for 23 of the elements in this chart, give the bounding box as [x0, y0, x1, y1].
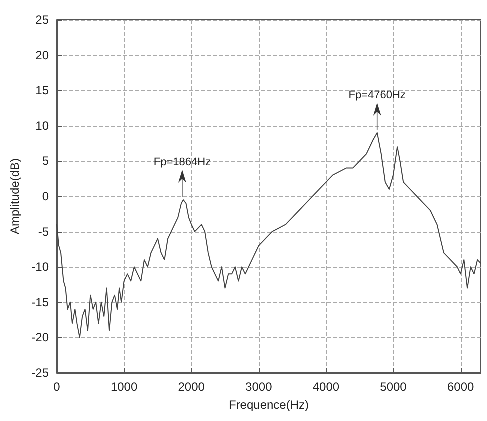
y-axis-title: Amplitude(dB) [8, 158, 22, 235]
y-tick-label: -15 [32, 295, 50, 310]
x-tick-label: 0 [54, 380, 61, 394]
x-tick-label: 1000 [110, 380, 138, 394]
x-tick-label: 3000 [246, 380, 273, 394]
x-tick-label: 4000 [312, 380, 340, 394]
x-tick-label: 5000 [380, 380, 408, 394]
x-axis-title: Frequence(Hz) [228, 398, 310, 412]
x-tick-label: 2000 [178, 380, 206, 394]
x-tick-label: 6000 [447, 380, 474, 394]
y-tick-label: -5 [38, 224, 50, 239]
y-tick-label: -20 [32, 330, 50, 345]
y-tick-label: -10 [32, 260, 50, 274]
line-series [56, 132, 482, 338]
y-tick-label: 15 [36, 84, 50, 98]
annotation: Fp=4760Hz [348, 89, 406, 102]
y-tick-label: 5 [42, 154, 50, 168]
y-tick-label: -25 [32, 366, 50, 380]
y-tick-label: 25 [36, 13, 50, 27]
y-tick-label: 0 [42, 190, 50, 204]
y-tick-label: 20 [36, 48, 50, 62]
annotation: Fp=1864Hz [154, 156, 212, 169]
y-tick-label: 10 [36, 118, 50, 133]
